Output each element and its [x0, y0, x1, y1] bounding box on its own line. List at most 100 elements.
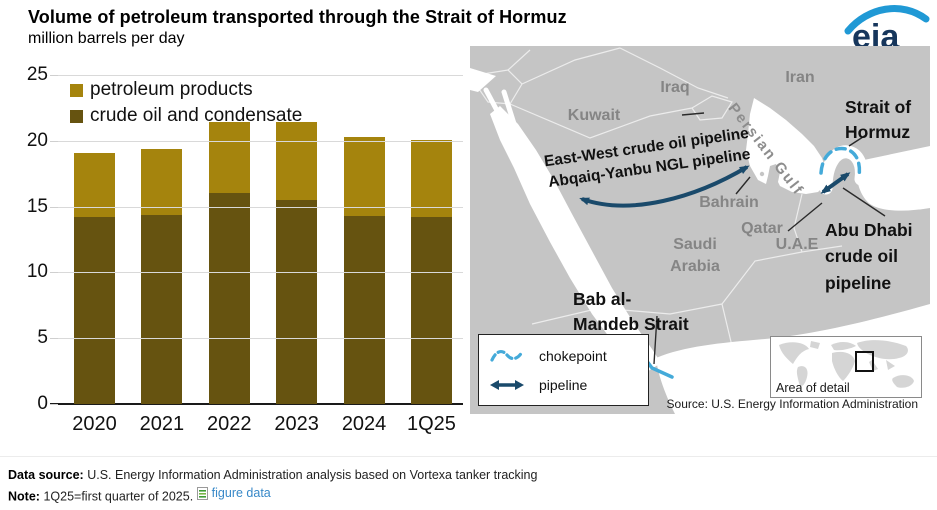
bar-segment [410, 139, 452, 218]
label-saudi-arabia: Saudi Arabia [670, 234, 720, 277]
label-kuwait: Kuwait [567, 107, 621, 124]
spreadsheet-icon [196, 486, 208, 500]
figure-data-link[interactable]: figure data [196, 485, 271, 503]
y-tick [50, 141, 58, 142]
pipeline-icon [490, 380, 524, 390]
map-legend-pipeline: pipeline [489, 377, 587, 393]
country-borders [470, 47, 843, 347]
y-tick [50, 338, 58, 339]
y-tick [50, 207, 58, 208]
x-tick-label: 2022 [207, 413, 252, 435]
x-tick-label: 2024 [341, 413, 387, 435]
y-tick-label: 15 [26, 196, 48, 217]
x-tick-label: 2023 [274, 413, 319, 435]
label-saudi-line2: Arabia [670, 257, 720, 275]
bar-2023 [276, 122, 318, 404]
label-bab-al-mandeb: Bab al- Mandeb Strait [573, 287, 689, 336]
map-legend-chokepoint-label: chokepoint [539, 348, 607, 364]
map-legend-pipeline-label: pipeline [539, 377, 588, 393]
chokepoint-icon [490, 349, 524, 362]
logo-swoosh-icon [844, 5, 930, 35]
detail-rectangle [855, 351, 874, 372]
legend-label: crude oil and condensate [90, 105, 303, 126]
map-source-text: Source: U.S. Energy Information Administ… [666, 397, 918, 411]
plot-area: 2020 2021 2022 2023 2024 1Q25 petroleum produ… [27, 64, 463, 435]
legend-swatch-crude-oil [70, 110, 83, 123]
bar-segment [343, 136, 385, 216]
y-tick-label: 10 [26, 261, 48, 282]
hormuz-leader [848, 134, 867, 147]
footer: Data source: U.S. Energy Information Adm… [8, 467, 537, 505]
abu-dhabi-leader [842, 187, 886, 217]
label-uae: U.A.E [775, 236, 819, 253]
bars [58, 75, 463, 404]
bar-segment [343, 215, 385, 404]
data-source-text: U.S. Energy Information Administration a… [87, 468, 538, 482]
abu-dhabi-pipeline-arrow [820, 172, 851, 194]
mediterranean-sea [470, 68, 496, 92]
figure-data-link-text: figure data [211, 485, 271, 500]
data-source-label: Data source: [8, 468, 84, 482]
gulf-of-oman [856, 146, 930, 211]
bar-2021 [141, 148, 183, 404]
y-tick-label: 20 [26, 130, 48, 151]
bar-2020 [74, 152, 115, 404]
legend-swatch-petroleum-products [70, 84, 83, 97]
y-tick-label: 0 [37, 393, 48, 414]
label-abu-dhabi-pipeline: Abu Dhabi crude oil pipeline [825, 217, 913, 296]
bar-segment [276, 122, 318, 200]
kuwait-leader [681, 112, 705, 116]
y-tick [50, 75, 58, 76]
map-legend-chokepoint: chokepoint [489, 347, 607, 365]
label-iran: Iran [785, 69, 815, 86]
label-saudi-line1: Saudi [673, 236, 717, 253]
note-label: Note: [8, 488, 40, 503]
bar-2024 [343, 136, 385, 404]
world-inset-map [779, 340, 914, 388]
label-bahrain: Bahrain [699, 194, 759, 211]
world-continents [779, 340, 914, 388]
footer-data-source: Data source: U.S. Energy Information Adm… [8, 467, 537, 485]
y-tick-label: 5 [37, 327, 48, 348]
inset-label: Area of detail [776, 381, 850, 395]
gridline [58, 141, 463, 142]
qatar-leader [787, 202, 823, 232]
legend-item-petroleum-products: petroleum products [70, 77, 302, 103]
east-west-pipeline-arrow [579, 165, 750, 208]
y-tick [50, 404, 58, 405]
map-legend: chokepoint pipeline [478, 334, 649, 406]
gridline [58, 75, 463, 76]
area-of-detail-inset: Area of detail [770, 336, 922, 398]
gridline [58, 207, 463, 208]
footer-note: Note: 1Q25=first quarter of 2025. figure… [8, 485, 537, 506]
label-qatar: Qatar [741, 220, 783, 237]
y-tick-label: 25 [26, 64, 48, 85]
persian-gulf [746, 98, 826, 194]
label-abu-dhabi-line1: Abu Dhabi [825, 220, 913, 240]
bahrain-leader [735, 176, 751, 195]
x-tick-label: 2020 [72, 413, 117, 435]
gridline [58, 338, 463, 339]
x-axis-line [50, 403, 463, 405]
bar-segment [74, 152, 115, 218]
page-title: Volume of petroleum transported through … [28, 7, 567, 27]
label-abu-dhabi-line3: pipeline [825, 272, 892, 293]
leader-lines [653, 112, 886, 365]
bar-2022 [208, 122, 250, 404]
bar-segment [208, 122, 250, 194]
label-bab-line2: Mandeb Strait [573, 313, 689, 334]
label-iraq: Iraq [660, 79, 690, 96]
bar-segment [410, 217, 452, 404]
gridline [58, 272, 463, 273]
middle-east-map: Iraq Iran Kuwait Bahrain Qatar U.A.E Sau… [470, 46, 930, 414]
y-tick [50, 272, 58, 273]
bar-segment [74, 217, 115, 404]
bar-segment [276, 200, 318, 404]
bar-segment [141, 214, 183, 404]
legend-item-crude-oil: crude oil and condensate [70, 103, 302, 129]
label-strait-line2: Hormuz [845, 122, 911, 143]
label-abu-dhabi-line2: crude oil [825, 246, 898, 267]
bahrain-island [759, 171, 765, 177]
bar-segment [208, 193, 250, 404]
